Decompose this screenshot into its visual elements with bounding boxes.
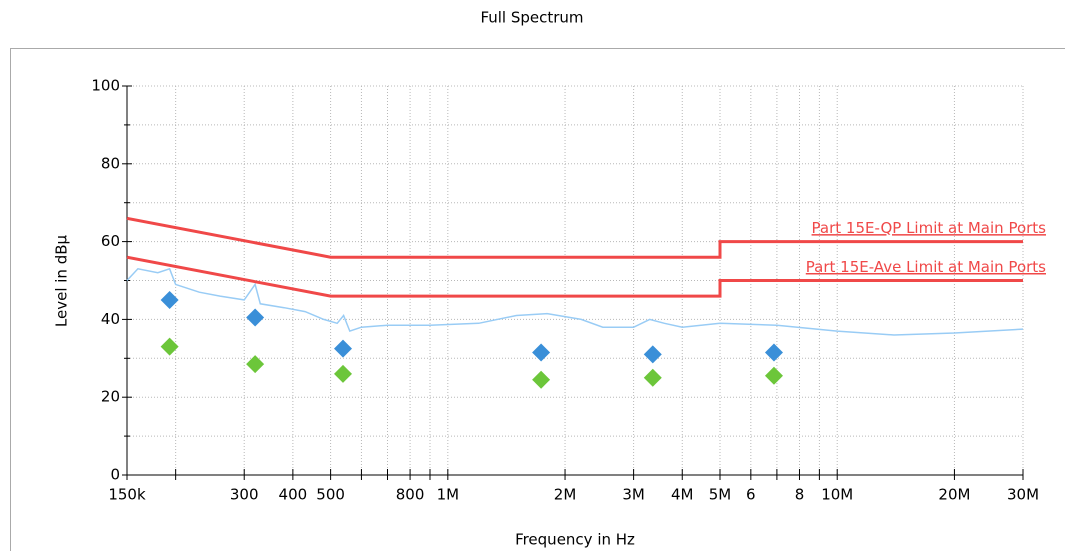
- data-point: [160, 337, 179, 356]
- data-point: [333, 339, 352, 358]
- data-point: [160, 290, 179, 309]
- data-point: [333, 364, 352, 383]
- x-tick-label: 30M: [1007, 486, 1039, 504]
- x-tick-label: 300: [230, 486, 259, 504]
- y-tick-label: 0: [110, 466, 120, 484]
- x-tick-label: 400: [279, 486, 308, 504]
- x-tick-label: 20M: [938, 486, 970, 504]
- y-tick-label: 100: [91, 77, 120, 95]
- x-tick-label: 6: [746, 486, 756, 504]
- limit-label: Part 15E-Ave Limit at Main Ports: [806, 258, 1046, 276]
- x-tick-label: 2M: [554, 486, 577, 504]
- data-point: [643, 368, 662, 387]
- x-axis-label: Frequency in Hz: [515, 531, 635, 549]
- x-tick-label: 500: [316, 486, 345, 504]
- x-tick-label: 1M: [437, 486, 460, 504]
- spectrum-line: [126, 267, 1024, 336]
- chart-title: Full Spectrum: [480, 9, 583, 27]
- x-tick-label: 5M: [709, 486, 732, 504]
- x-tick-label: 8: [795, 486, 805, 504]
- x-tick-label: 4M: [671, 486, 694, 504]
- data-point: [532, 343, 551, 362]
- data-point: [764, 366, 783, 385]
- y-tick-label: 40: [101, 310, 120, 328]
- data-point: [246, 308, 265, 327]
- y-axis-label: Level in dBµ: [53, 234, 71, 327]
- limit-line: [126, 216, 1023, 259]
- y-tick-label: 20: [101, 388, 120, 406]
- limit-line: [126, 255, 1023, 298]
- x-tick-label: 800: [396, 486, 425, 504]
- data-point: [764, 343, 783, 362]
- y-tick-label: 80: [101, 154, 120, 172]
- frame: [10, 48, 1065, 551]
- x-tick-label: 3M: [622, 486, 645, 504]
- y-tick-label: 60: [101, 232, 120, 250]
- data-point: [532, 370, 551, 389]
- x-tick-label: 10M: [821, 486, 853, 504]
- limit-label: Part 15E-QP Limit at Main Ports: [812, 219, 1047, 237]
- x-tick-label: 150k: [108, 486, 146, 504]
- data-point: [643, 345, 662, 364]
- data-point: [246, 355, 265, 374]
